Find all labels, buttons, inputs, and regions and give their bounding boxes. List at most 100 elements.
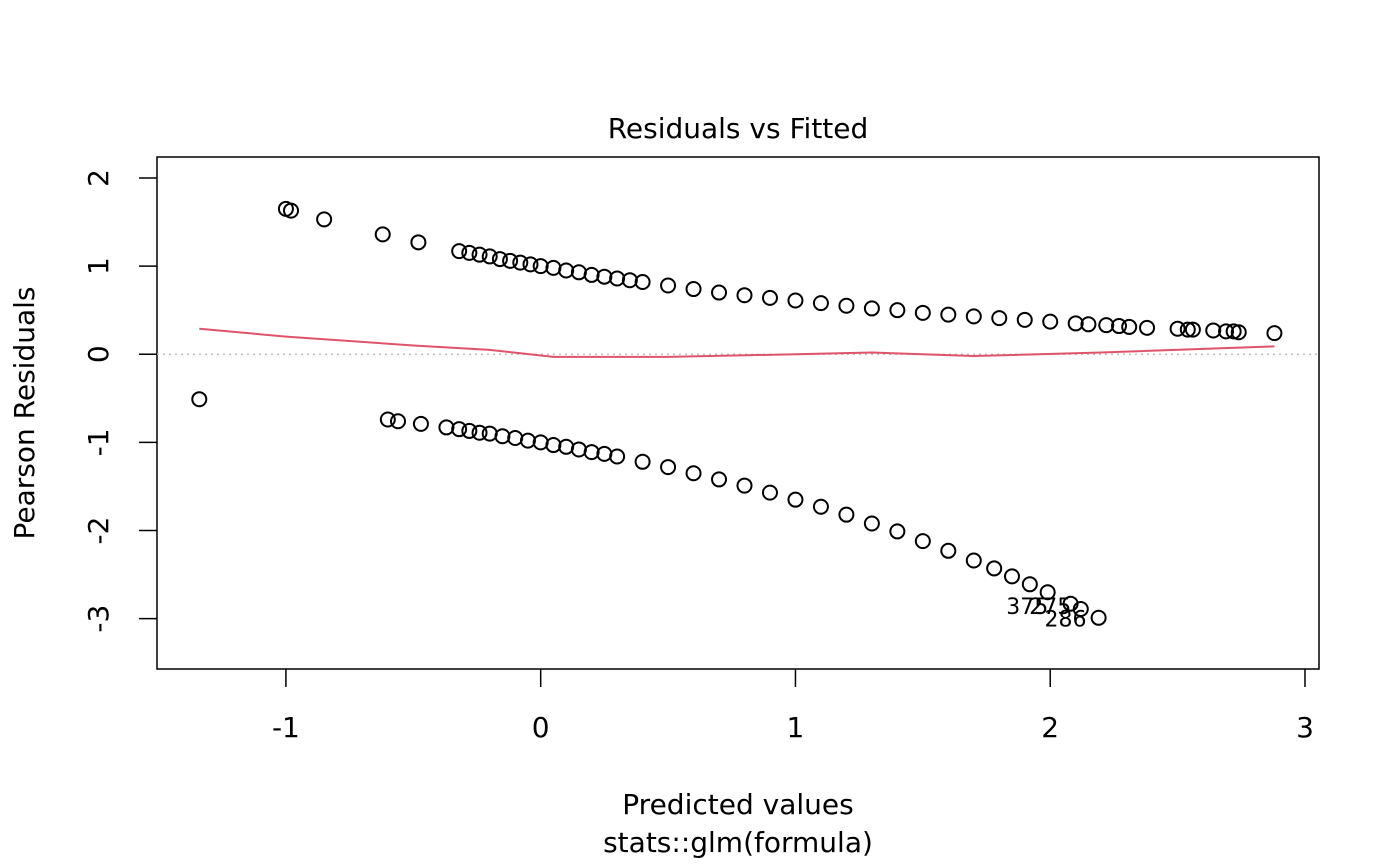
point <box>522 256 539 273</box>
point <box>1169 320 1186 337</box>
point <box>461 422 478 439</box>
point <box>1067 315 1084 332</box>
point <box>1230 324 1247 341</box>
point <box>596 445 613 462</box>
point <box>481 425 498 442</box>
y-tick-label: 2 <box>82 169 115 187</box>
point <box>711 471 728 488</box>
x-tick-label: 2 <box>1041 711 1059 744</box>
point <box>660 277 677 294</box>
chart-title: Residuals vs Fitted <box>608 112 869 145</box>
point <box>965 308 982 325</box>
subtitle: stats::glm(formula) <box>603 826 873 859</box>
point <box>1179 321 1196 338</box>
point <box>438 419 455 436</box>
point <box>1098 317 1115 334</box>
point <box>410 234 427 251</box>
point <box>316 211 333 228</box>
point <box>1072 600 1089 617</box>
x-axis-label: Predicted values <box>622 788 853 821</box>
point <box>889 302 906 319</box>
point <box>991 310 1008 327</box>
point <box>471 424 488 441</box>
y-tick-label: -3 <box>82 605 115 633</box>
point-label: 286 <box>1045 607 1087 632</box>
point <box>863 515 880 532</box>
point <box>583 266 600 283</box>
point <box>451 243 468 260</box>
point <box>736 287 753 304</box>
point <box>914 304 931 321</box>
point <box>583 444 600 461</box>
point <box>863 300 880 317</box>
point <box>596 268 613 285</box>
x-tick-label: 1 <box>787 711 805 744</box>
point <box>1121 318 1138 335</box>
point <box>570 264 587 281</box>
point <box>940 306 957 323</box>
point <box>761 484 778 501</box>
point <box>412 415 429 432</box>
point <box>787 491 804 508</box>
point <box>1042 313 1059 330</box>
point <box>609 270 626 287</box>
y-tick-label: -2 <box>82 517 115 545</box>
point <box>1021 576 1038 593</box>
point <box>838 506 855 523</box>
point <box>1266 325 1283 342</box>
point <box>812 498 829 515</box>
point <box>711 284 728 301</box>
point <box>1139 319 1156 336</box>
smooth-line <box>199 327 1275 358</box>
point <box>621 272 638 289</box>
point <box>507 429 524 446</box>
point <box>660 459 677 476</box>
point <box>634 453 651 470</box>
plot-frame <box>156 156 1320 670</box>
point-label: 275 <box>1029 595 1071 620</box>
point <box>838 297 855 314</box>
point <box>889 523 906 540</box>
point <box>1090 609 1107 626</box>
y-tick-label: 1 <box>82 257 115 275</box>
point <box>609 448 626 465</box>
point <box>532 258 549 275</box>
point <box>914 533 931 550</box>
point <box>1004 568 1021 585</box>
point <box>191 391 208 408</box>
point <box>532 434 549 451</box>
point <box>787 292 804 309</box>
x-tick-label: 3 <box>1296 711 1314 744</box>
point <box>461 244 478 261</box>
point <box>570 441 587 458</box>
point <box>374 226 391 243</box>
point-label: 375 <box>1006 595 1048 620</box>
point <box>812 295 829 312</box>
point <box>940 542 957 559</box>
point <box>1111 318 1128 335</box>
point <box>519 432 536 449</box>
point <box>685 281 702 298</box>
point <box>494 428 511 445</box>
point <box>1080 316 1097 333</box>
point <box>761 289 778 306</box>
point <box>1039 584 1056 601</box>
point <box>1218 323 1235 340</box>
x-tick-label: -1 <box>272 711 300 744</box>
y-tick-label: -1 <box>82 428 115 456</box>
point <box>545 259 562 276</box>
point <box>379 411 396 428</box>
point <box>736 477 753 494</box>
y-tick-label: 0 <box>82 345 115 363</box>
point <box>634 273 651 290</box>
x-tick-label: 0 <box>532 711 550 744</box>
point <box>390 413 407 430</box>
point <box>491 251 508 268</box>
point <box>545 437 562 454</box>
point <box>1184 321 1201 338</box>
point <box>1205 322 1222 339</box>
point <box>481 248 498 265</box>
point <box>283 202 300 219</box>
point <box>685 465 702 482</box>
